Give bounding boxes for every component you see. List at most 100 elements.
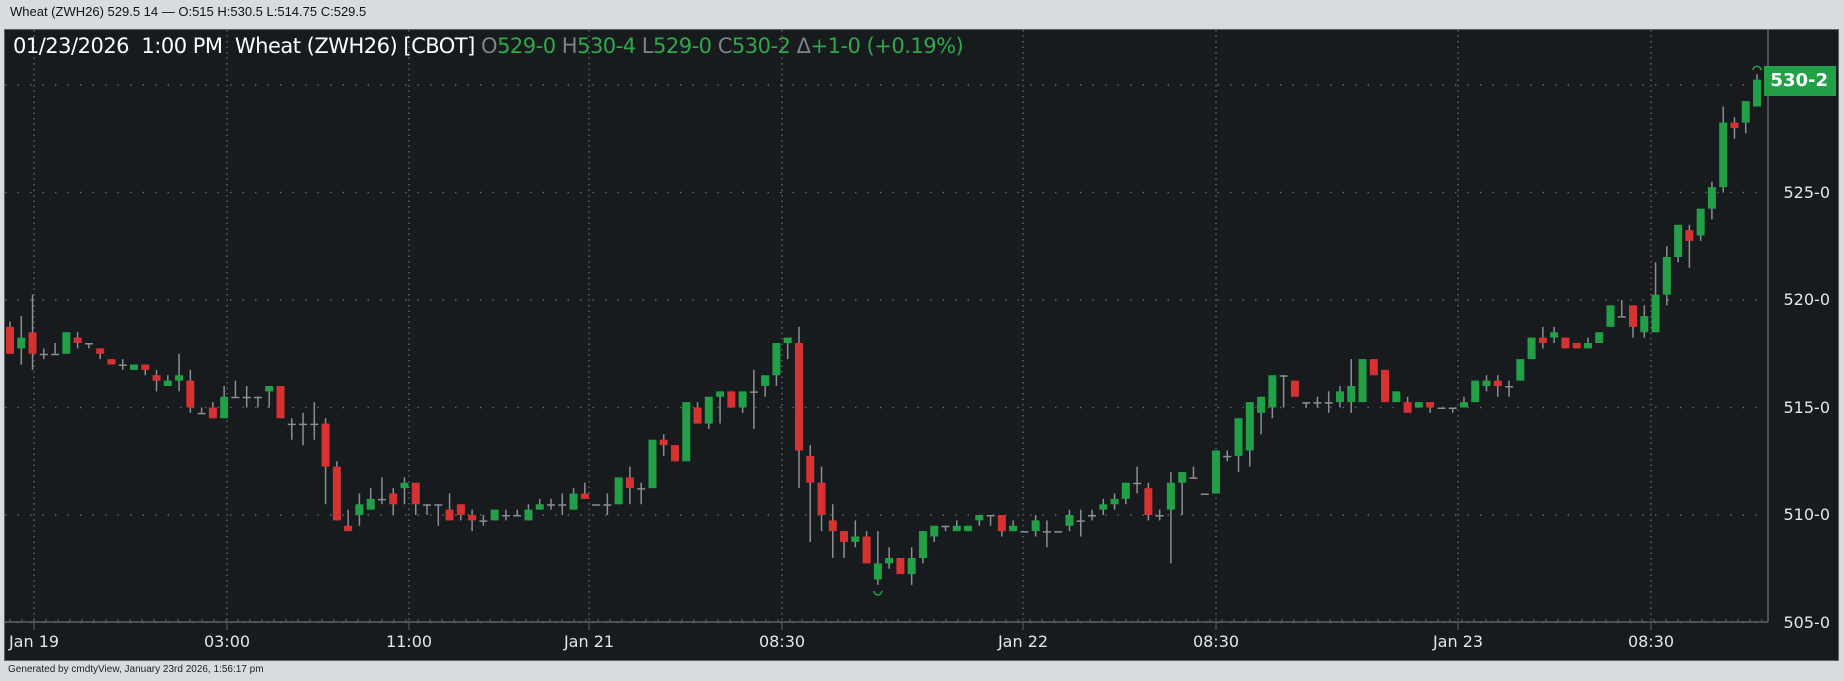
candle[interactable]	[152, 369, 161, 392]
candle[interactable]	[547, 498, 556, 510]
candle[interactable]	[1392, 391, 1401, 403]
candle[interactable]	[1403, 396, 1412, 413]
candle[interactable]	[794, 326, 803, 489]
candle[interactable]	[693, 402, 702, 424]
candle[interactable]	[1155, 509, 1164, 521]
candle[interactable]	[1042, 520, 1051, 548]
candle[interactable]	[456, 504, 465, 521]
candle[interactable]	[310, 402, 319, 440]
candle[interactable]	[39, 348, 48, 360]
candle[interactable]	[1606, 305, 1615, 327]
candle[interactable]	[1178, 472, 1187, 515]
candle[interactable]	[276, 386, 285, 419]
candle[interactable]	[1640, 305, 1649, 338]
candle[interactable]	[163, 375, 172, 386]
candle[interactable]	[1719, 106, 1728, 193]
candle[interactable]	[1538, 326, 1547, 349]
candle[interactable]	[84, 343, 93, 349]
candle[interactable]	[783, 337, 792, 360]
candle[interactable]	[885, 547, 894, 569]
candle[interactable]	[366, 488, 375, 510]
candle[interactable]	[1572, 343, 1581, 349]
candle[interactable]	[513, 509, 522, 517]
candle[interactable]	[17, 316, 26, 365]
candle[interactable]	[118, 359, 127, 370]
candle[interactable]	[28, 294, 37, 370]
candle[interactable]	[1110, 493, 1119, 510]
candle[interactable]	[1505, 380, 1514, 397]
candle[interactable]	[1527, 337, 1536, 360]
candle[interactable]	[1674, 224, 1683, 263]
candle[interactable]	[1347, 359, 1356, 413]
candle[interactable]	[423, 504, 432, 515]
candle[interactable]	[1561, 337, 1570, 349]
candle[interactable]	[1753, 74, 1761, 107]
candle[interactable]	[129, 364, 138, 370]
candle[interactable]	[873, 531, 882, 585]
candle[interactable]	[1290, 380, 1299, 397]
candle[interactable]	[1696, 208, 1705, 241]
candle[interactable]	[1245, 402, 1254, 467]
candle[interactable]	[1629, 305, 1638, 338]
candle[interactable]	[1493, 375, 1502, 397]
candle[interactable]	[107, 359, 116, 365]
candle[interactable]	[614, 477, 623, 505]
candle[interactable]	[964, 525, 973, 532]
candle[interactable]	[1268, 375, 1277, 419]
candle[interactable]	[1279, 375, 1288, 408]
candle[interactable]	[501, 509, 510, 521]
candle[interactable]	[558, 493, 567, 516]
candle[interactable]	[1426, 402, 1435, 413]
candle[interactable]	[1133, 466, 1142, 494]
candle[interactable]	[1741, 101, 1750, 134]
candle[interactable]	[670, 445, 679, 462]
candle[interactable]	[569, 488, 578, 510]
candle[interactable]	[175, 353, 184, 392]
candle[interactable]	[62, 332, 71, 354]
candle[interactable]	[332, 461, 341, 521]
candle[interactable]	[1358, 359, 1367, 403]
candle[interactable]	[1437, 407, 1446, 410]
candle[interactable]	[1662, 246, 1671, 306]
candle[interactable]	[828, 504, 837, 558]
candle[interactable]	[186, 369, 195, 413]
candle[interactable]	[287, 418, 296, 440]
candle[interactable]	[389, 488, 398, 515]
candle[interactable]	[1324, 391, 1333, 413]
candle[interactable]	[1257, 396, 1266, 435]
candle[interactable]	[1009, 520, 1018, 532]
candle[interactable]	[603, 493, 612, 516]
candle[interactable]	[1459, 396, 1468, 408]
candle[interactable]	[907, 547, 916, 585]
candle[interactable]	[1234, 418, 1243, 472]
candle[interactable]	[749, 369, 758, 429]
candle[interactable]	[806, 445, 815, 542]
candle[interactable]	[862, 531, 871, 564]
candle[interactable]	[1121, 482, 1130, 505]
candle[interactable]	[208, 402, 217, 419]
candle[interactable]	[1414, 402, 1423, 408]
candle[interactable]	[896, 558, 905, 575]
candle[interactable]	[1313, 396, 1322, 408]
candle[interactable]	[682, 402, 691, 462]
candle[interactable]	[704, 396, 713, 429]
candle[interactable]	[592, 504, 601, 506]
candle[interactable]	[1335, 386, 1344, 408]
candle[interactable]	[220, 386, 229, 419]
candle[interactable]	[400, 477, 409, 505]
candle[interactable]	[299, 412, 308, 446]
candle[interactable]	[851, 520, 860, 548]
candle[interactable]	[817, 466, 826, 532]
candle[interactable]	[265, 386, 274, 408]
candle[interactable]	[479, 515, 488, 526]
candle[interactable]	[1302, 402, 1311, 408]
candle[interactable]	[1211, 450, 1220, 494]
candle[interactable]	[1617, 300, 1626, 318]
candle[interactable]	[659, 434, 668, 456]
candle[interactable]	[1381, 369, 1390, 403]
candle[interactable]	[411, 482, 420, 515]
candle[interactable]	[1730, 117, 1739, 139]
candlestick-chart[interactable]	[5, 30, 1840, 662]
candle[interactable]	[445, 493, 454, 521]
candle[interactable]	[975, 515, 984, 526]
